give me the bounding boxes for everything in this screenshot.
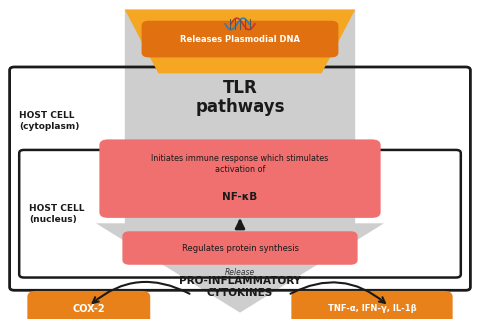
Text: TLR
pathways: TLR pathways — [195, 78, 285, 116]
Text: HOST CELL
(nucleus): HOST CELL (nucleus) — [29, 204, 84, 224]
FancyBboxPatch shape — [291, 291, 453, 319]
FancyBboxPatch shape — [99, 139, 381, 218]
Text: COX-2: COX-2 — [72, 304, 105, 314]
FancyBboxPatch shape — [142, 21, 338, 57]
Text: TNF-α, IFN-γ, IL-1β: TNF-α, IFN-γ, IL-1β — [328, 304, 416, 313]
Polygon shape — [96, 10, 384, 313]
Text: Initiates immune response which stimulates
activation of: Initiates immune response which stimulat… — [151, 154, 329, 174]
Text: NF-κB: NF-κB — [222, 192, 258, 202]
Text: PRO-INFLAMMATORY
CYTOKINES: PRO-INFLAMMATORY CYTOKINES — [179, 277, 301, 298]
Text: Regulates protein synthesis: Regulates protein synthesis — [181, 243, 299, 253]
Text: Release: Release — [225, 268, 255, 277]
Polygon shape — [125, 10, 355, 73]
FancyBboxPatch shape — [27, 291, 150, 319]
Text: HOST CELL
(cytoplasm): HOST CELL (cytoplasm) — [19, 111, 80, 131]
Text: Releases Plasmodial DNA: Releases Plasmodial DNA — [180, 34, 300, 44]
FancyBboxPatch shape — [122, 231, 358, 265]
